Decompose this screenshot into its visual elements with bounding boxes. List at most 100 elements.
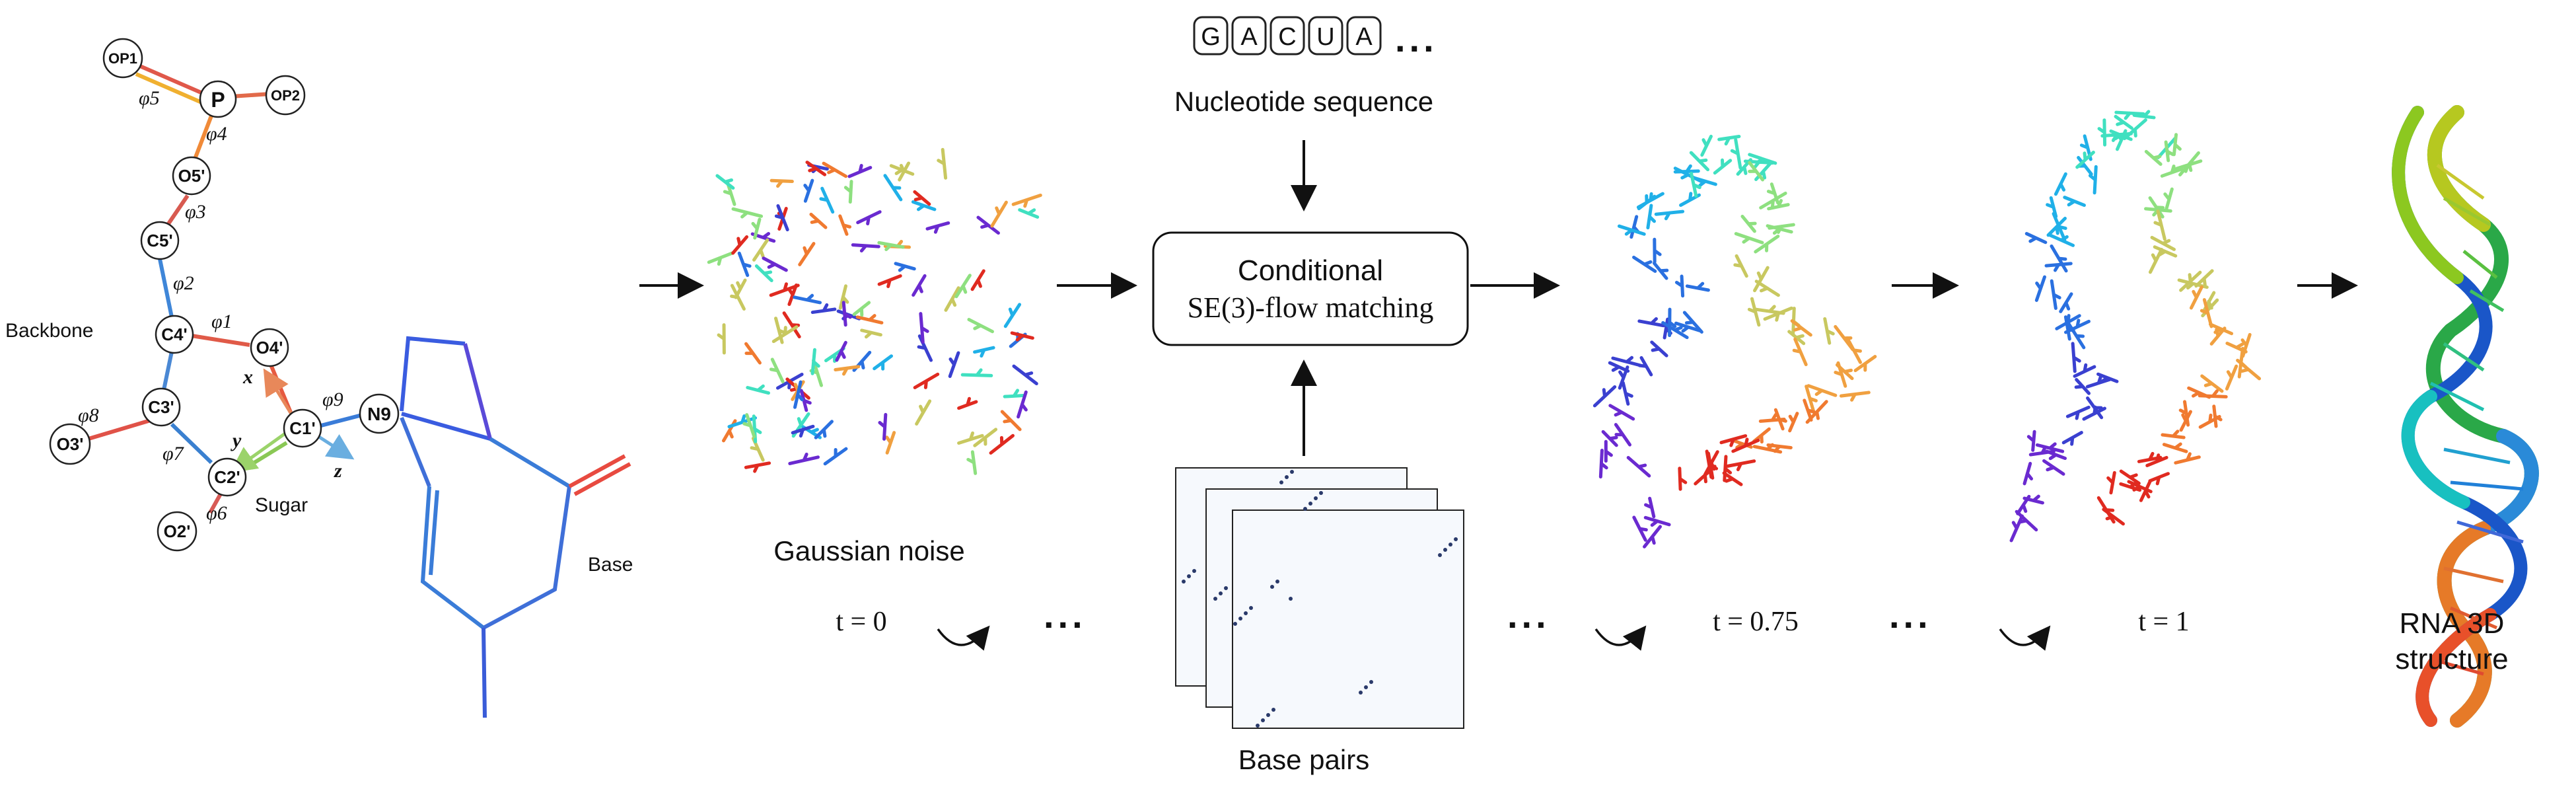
residue-frame-glyph — [799, 389, 812, 412]
seq-letter-1: G — [1193, 16, 1229, 56]
residue-frame-glyph — [810, 348, 820, 375]
torsion-phi8: φ8 — [78, 404, 99, 426]
residue-frame-glyph — [1668, 307, 1677, 338]
residue-frame-glyph — [1766, 443, 1793, 453]
residue-frame-glyph — [1768, 223, 1795, 234]
svg-text:C1': C1' — [289, 418, 315, 438]
residue-frame-glyph — [2119, 481, 2142, 492]
residue-frame-glyph — [2046, 216, 2067, 237]
residue-frame-glyph — [1678, 467, 1688, 491]
residue-frame-glyph — [960, 368, 993, 377]
residue-frame-glyph — [883, 174, 903, 202]
svg-text:G: G — [1201, 23, 1221, 51]
svg-text:C2': C2' — [214, 467, 240, 487]
residue-frame-glyph — [1767, 199, 1790, 211]
residue-frame-glyph — [1682, 311, 1703, 334]
residue-frame-glyph — [731, 235, 749, 255]
residue-frame-glyph — [798, 242, 816, 266]
residue-frame-glyph — [1644, 496, 1656, 519]
residue-frame-glyph — [919, 312, 929, 344]
residue-frame-glyph — [847, 164, 873, 178]
residue-frame-glyph — [1017, 390, 1028, 419]
flow-box-subtitle: SE(3)-flow matching — [1188, 291, 1434, 324]
z-axis-label: z — [334, 460, 342, 482]
residue-frame-glyph — [1845, 336, 1862, 364]
residue-frame-glyph — [2073, 363, 2096, 378]
residue-frame-glyph — [717, 323, 726, 355]
residue-frame-glyph — [734, 278, 747, 299]
svg-text:OP2: OP2 — [271, 87, 300, 104]
residue-frame-glyph — [1758, 412, 1786, 423]
residue-frame-glyph — [1632, 255, 1657, 273]
residue-frame-glyph — [793, 293, 822, 305]
residue-frame-glyph — [2153, 245, 2178, 258]
torsion-phi5: φ5 — [139, 87, 160, 109]
residue-frame-glyph — [957, 397, 978, 410]
residue-frame-glyph — [2034, 275, 2046, 302]
residue-frame-glyph — [1646, 204, 1657, 230]
residue-frame-glyph — [1694, 465, 1717, 486]
residue-frame-glyph — [2163, 187, 2174, 211]
ellipsis-1: ... — [1044, 594, 1087, 636]
base-ring — [400, 336, 631, 718]
residue-frame-glyph — [2114, 114, 2133, 130]
residue-frame-glyph — [744, 461, 771, 473]
residue-frame-glyph — [2022, 461, 2034, 486]
residue-frame-glyph — [752, 238, 769, 262]
residue-frame-glyph — [1734, 232, 1764, 245]
residue-frame-glyph — [860, 328, 882, 339]
residue-frame-glyph — [771, 325, 799, 344]
residue-frame-glyph — [731, 207, 764, 219]
residue-frame-glyph — [2052, 211, 2067, 242]
residue-frame-glyph — [2054, 172, 2067, 196]
residue-frame-glyph — [1674, 321, 1703, 333]
residue-frame-glyph — [737, 251, 752, 278]
residue-frame-glyph — [750, 436, 765, 462]
residue-frame-glyph — [973, 428, 998, 447]
residue-frame-glyph — [803, 178, 814, 203]
sequence-ellipsis: ... — [1395, 18, 1438, 59]
residue-frame-glyph — [2160, 165, 2184, 178]
residue-frame-glyph — [925, 221, 950, 234]
residue-frame-glyph — [1807, 384, 1838, 397]
residue-frame-glyph — [2148, 196, 2165, 219]
residue-frame-glyph — [1748, 161, 1765, 182]
residue-frame-glyph — [1621, 381, 1633, 406]
residue-frame-glyph — [1823, 317, 1835, 345]
residue-frame-glyph — [2097, 118, 2107, 147]
nucleotide-sequence: G A C U A ... Nucleotide sequence — [1174, 16, 1438, 117]
atom-p: P — [199, 80, 237, 118]
residue-frame-glyph — [2050, 279, 2061, 311]
residue-frame-glyph — [937, 147, 948, 180]
base-pair-dots — [1182, 470, 1458, 728]
torsion-phi2: φ2 — [173, 272, 194, 294]
gaussian-noise-cloud — [707, 147, 1042, 475]
residue-frame-glyph — [1754, 235, 1780, 254]
atom-n9: N9 — [359, 393, 400, 434]
residue-frame-glyph — [2074, 377, 2091, 395]
atom-op2: OP2 — [265, 75, 306, 116]
residue-frame-glyph — [2240, 332, 2252, 358]
residue-frame-glyph — [2009, 514, 2024, 543]
x-axis-arrow — [263, 368, 294, 416]
residue-frame-glyph — [814, 420, 834, 439]
torsion-phi7: φ7 — [162, 443, 185, 465]
residue-frame-glyph — [1747, 297, 1761, 327]
seq-letter-3: C — [1270, 16, 1305, 56]
nucleotide-molecule: OP1 P OP2 O5' C5' C4' O4' C3' C1' N9 O3'… — [5, 38, 633, 718]
residue-frame-glyph — [769, 358, 785, 384]
residue-frame-glyph — [912, 274, 927, 297]
torsion-phi6: φ6 — [206, 502, 227, 524]
residue-frame-glyph — [967, 318, 994, 334]
residue-frame-glyph — [769, 178, 794, 188]
residue-frame-glyph — [1614, 423, 1631, 447]
svg-text:O4': O4' — [256, 338, 283, 358]
residue-frame-glyph — [851, 243, 880, 253]
residue-frame-glyph — [769, 282, 800, 297]
residue-frame-glyph — [1012, 364, 1038, 386]
residue-frame-glyph — [1690, 171, 1701, 198]
residue-frame-glyph — [915, 399, 932, 426]
residue-frame-glyph — [954, 274, 972, 299]
atom-c3: C3' — [141, 387, 181, 427]
residue-frame-glyph — [1674, 274, 1685, 298]
